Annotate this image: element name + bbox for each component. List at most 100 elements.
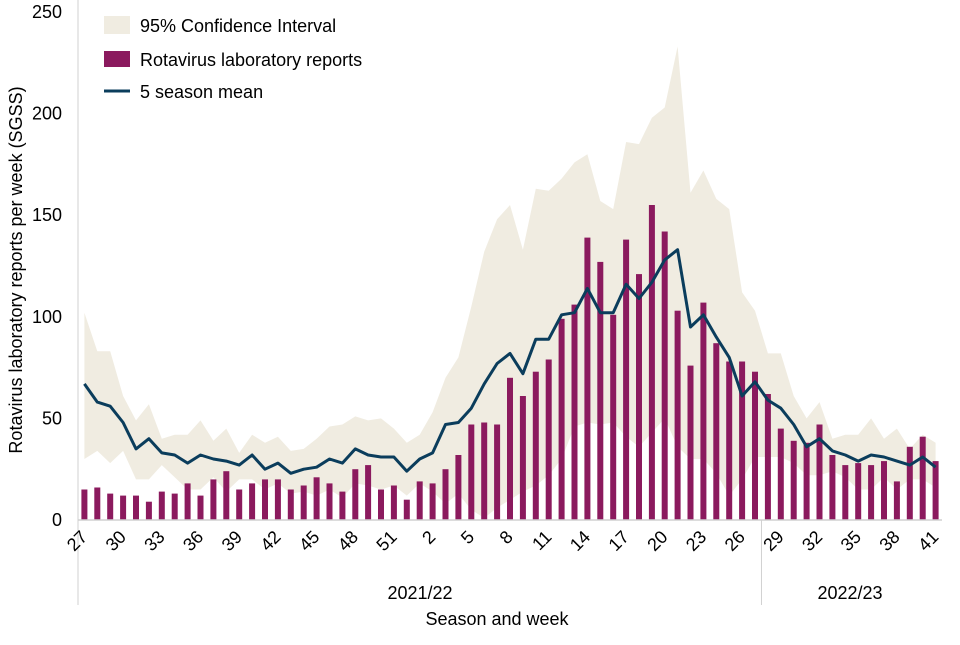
- bars-layer: [81, 205, 939, 520]
- x-tick-label-29: 29: [759, 527, 787, 555]
- bar-week-42-15: [274, 479, 281, 520]
- x-tick-label-20: 20: [643, 527, 671, 555]
- bar-week-23-48: [700, 302, 707, 520]
- bar-week-44-17: [300, 485, 307, 520]
- bar-week-17-42: [623, 239, 630, 520]
- bar-week-38-11: [223, 471, 230, 520]
- bar-week-31-56: [803, 442, 810, 520]
- x-tick-label-45: 45: [295, 527, 323, 555]
- bar-week-35-8: [184, 483, 191, 520]
- y-tick-label-0: 0: [52, 510, 62, 530]
- mean-line-layer: [83, 248, 937, 475]
- mean-line: [83, 248, 937, 475]
- bar-week-9-34: [519, 396, 526, 520]
- bar-week-26-51: [739, 361, 746, 520]
- bar-week-34-59: [842, 465, 849, 520]
- y-tick-label-250: 250: [32, 2, 62, 22]
- bar-week-46-19: [326, 483, 333, 520]
- y-tick-label-100: 100: [32, 307, 62, 327]
- confidence-interval-layer: [84, 46, 936, 518]
- season-label-2022-23: 2022/23: [817, 583, 882, 603]
- bar-week-22-47: [687, 365, 694, 520]
- bar-week-31-4: [133, 495, 139, 520]
- bar-week-27-52: [752, 371, 758, 520]
- bar-week-36-9: [197, 495, 204, 520]
- bar-week-15-40: [597, 261, 604, 520]
- bar-week-39-12: [236, 489, 243, 520]
- bar-week-11-36: [545, 359, 552, 520]
- x-tick-label-33: 33: [140, 527, 168, 555]
- legend-label-line: 5 season mean: [140, 82, 263, 102]
- bar-week-20-45: [661, 231, 668, 520]
- x-tick-label-51: 51: [372, 527, 400, 555]
- bar-week-40-13: [249, 483, 256, 520]
- bar-week-2-27: [429, 483, 436, 520]
- bar-week-50-23: [378, 489, 384, 520]
- bar-week-3-28: [442, 469, 449, 520]
- bar-week-27-0: [81, 489, 88, 520]
- x-tick-label-42: 42: [256, 527, 284, 555]
- bar-week-6-31: [481, 422, 488, 520]
- bar-week-25-50: [726, 361, 733, 520]
- bar-week-28-53: [764, 394, 771, 520]
- x-tick-label-23: 23: [682, 527, 710, 555]
- y-axis-title: Rotavirus laboratory reports per week (S…: [6, 86, 26, 453]
- x-tick-label-26: 26: [721, 527, 749, 555]
- bar-week-40-65: [919, 436, 926, 520]
- x-tick-label-17: 17: [605, 527, 633, 555]
- bar-week-30-55: [790, 440, 797, 520]
- bar-week-30-3: [120, 495, 127, 520]
- y-tick-label-200: 200: [32, 104, 62, 124]
- bar-week-21-46: [674, 310, 681, 520]
- confidence-interval-band: [84, 46, 936, 518]
- x-tick-label-2: 2: [418, 527, 439, 548]
- bar-week-51-24: [390, 485, 397, 520]
- bar-week-32-57: [816, 424, 823, 520]
- bar-week-10-35: [532, 371, 539, 520]
- bar-week-24-49: [713, 343, 720, 520]
- bar-week-41-66: [932, 461, 939, 520]
- bar-week-43-16: [287, 489, 294, 520]
- bar-week-5-30: [468, 424, 475, 520]
- legend-label-ci: 95% Confidence Interval: [140, 16, 336, 36]
- bar-week-37-10: [210, 479, 217, 520]
- bar-week-16-41: [610, 314, 617, 520]
- legend-label-bars: Rotavirus laboratory reports: [140, 50, 362, 70]
- bar-week-37-62: [881, 461, 887, 520]
- bar-week-35-60: [855, 463, 862, 520]
- bar-week-32-5: [145, 501, 152, 520]
- y-tick-label-150: 150: [32, 205, 62, 225]
- bar-week-49-22: [365, 465, 372, 520]
- bar-week-4-29: [455, 455, 462, 520]
- bar-week-13-38: [571, 304, 578, 520]
- bar-week-14-39: [584, 237, 591, 520]
- x-tick-label-41: 41: [914, 527, 942, 555]
- bar-week-52-25: [403, 499, 410, 520]
- x-tick-label-38: 38: [875, 527, 903, 555]
- season-label-2021-22: 2021/22: [387, 583, 452, 603]
- x-tick-label-11: 11: [528, 527, 555, 554]
- x-tick-label-30: 30: [102, 527, 130, 555]
- bar-week-34-7: [171, 493, 178, 520]
- bar-week-33-58: [829, 455, 836, 520]
- x-tick-label-35: 35: [837, 527, 865, 555]
- x-tick-label-36: 36: [179, 527, 207, 555]
- bar-week-45-18: [313, 477, 320, 520]
- x-tick-label-27: 27: [63, 527, 91, 555]
- bar-week-7-32: [494, 424, 501, 520]
- bar-week-8-33: [507, 377, 513, 520]
- bar-week-29-2: [107, 493, 114, 520]
- bar-week-48-21: [352, 469, 359, 520]
- x-tick-label-39: 39: [218, 527, 246, 555]
- bar-week-1-26: [416, 481, 423, 520]
- bar-week-41-14: [262, 479, 268, 520]
- bar-week-19-44: [648, 205, 655, 520]
- legend-swatch-ci: [104, 16, 130, 34]
- x-axis-title: Season and week: [425, 609, 569, 629]
- legend-swatch-bars: [104, 51, 130, 67]
- bar-week-12-37: [558, 318, 565, 520]
- bar-week-38-63: [893, 481, 900, 520]
- legend: 95% Confidence Interval Rotavirus labora…: [104, 16, 362, 102]
- x-tick-label-8: 8: [496, 527, 517, 548]
